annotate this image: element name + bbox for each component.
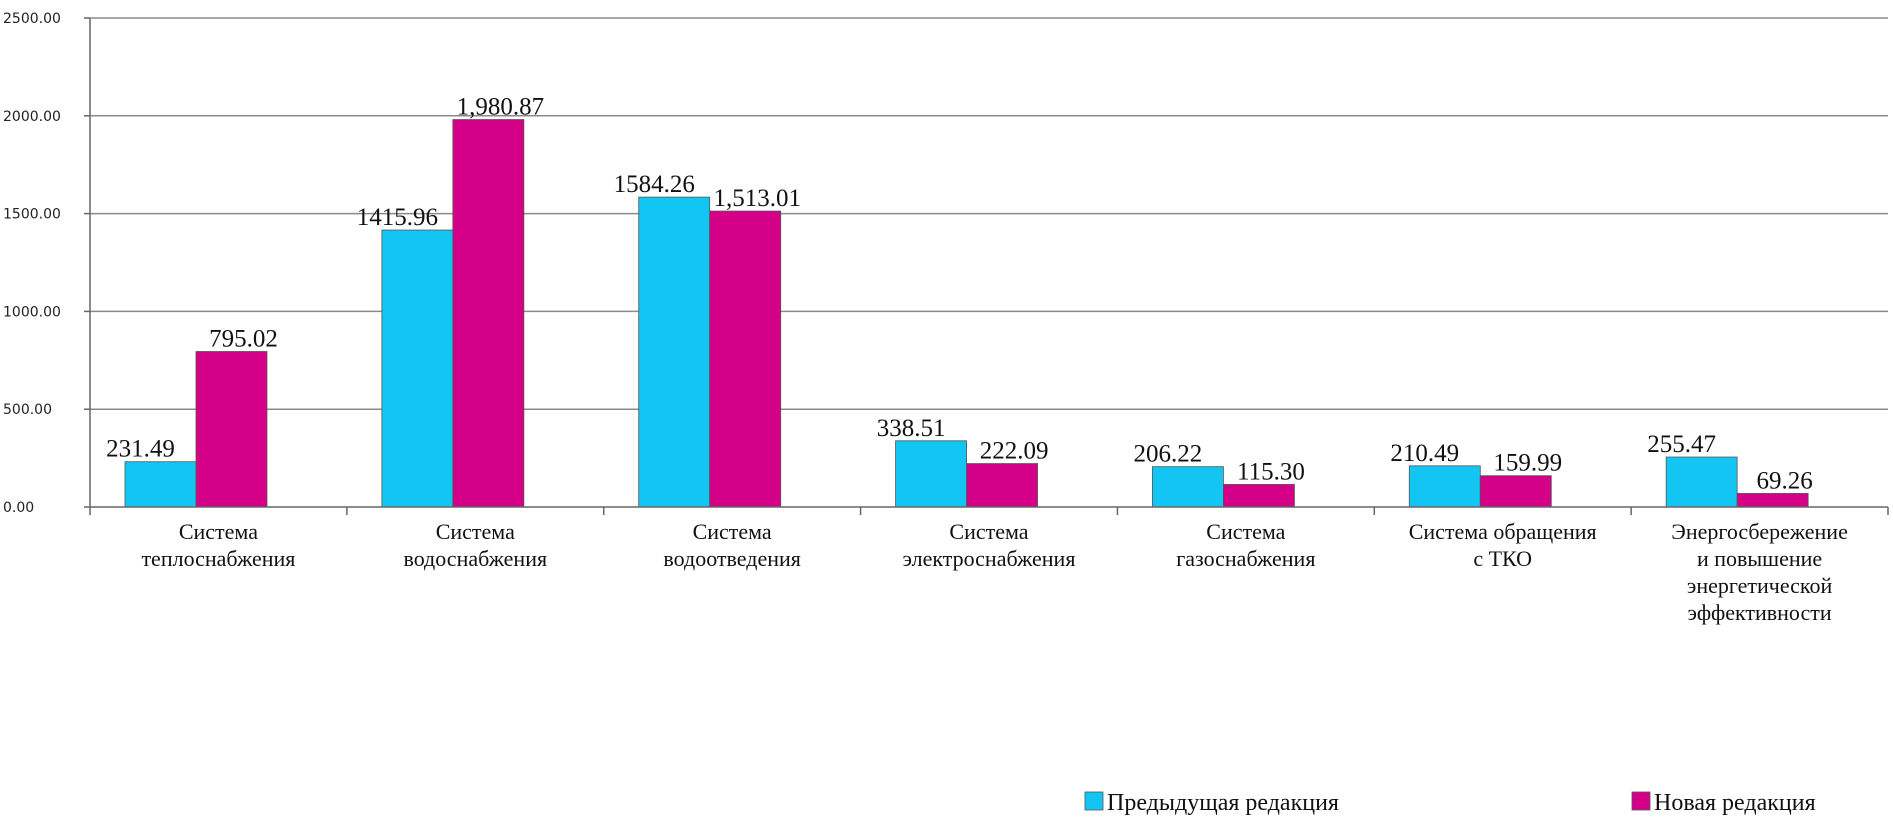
data-label: 222.09 <box>980 438 1049 465</box>
y-tick-label: 1000.00 <box>3 304 61 320</box>
data-label: 255.47 <box>1647 431 1716 458</box>
bar-previous <box>1665 456 1738 508</box>
category-label: Система водоотведения <box>663 519 800 571</box>
bar-new <box>1479 475 1552 508</box>
bars <box>124 119 1809 508</box>
category-label: Система газоснабжения <box>1176 519 1315 571</box>
bar-previous <box>124 461 197 508</box>
x-axis: Система теплоснабжения Система водоснабжени… <box>89 506 1889 625</box>
y-tick-label: 2500.00 <box>3 11 61 27</box>
y-tick-label: 500.00 <box>3 402 52 418</box>
bar-new <box>709 210 782 508</box>
legend-label: Предыдущая редакция <box>1107 790 1339 816</box>
category-label: Система теплоснабжения <box>141 519 295 571</box>
y-tick-label: 1500.00 <box>3 207 61 223</box>
bar-previous <box>381 229 454 508</box>
legend-swatch <box>1631 791 1651 811</box>
data-label: 1415.96 <box>357 204 438 231</box>
data-label: 210.49 <box>1390 440 1459 467</box>
y-tick-label: 0.00 <box>3 500 34 516</box>
category-label: Система обращения с ТКО <box>1409 519 1597 571</box>
bar-previous <box>1152 466 1224 508</box>
category-label: Энергосбережение и повышение энергетическо… <box>1671 519 1848 625</box>
bar-new <box>452 119 525 508</box>
data-label: 206.22 <box>1134 441 1203 468</box>
data-label: 338.51 <box>877 415 946 442</box>
bar-previous <box>895 440 967 508</box>
data-label: 1,513.01 <box>713 185 801 212</box>
data-label: 795.02 <box>209 325 278 352</box>
bar-new <box>966 463 1038 508</box>
data-label: 69.26 <box>1757 467 1813 494</box>
legend: Предыдущая редакция Новая редакция <box>1084 790 1816 816</box>
legend-label: Новая редакция <box>1654 790 1816 816</box>
data-label: 159.99 <box>1493 450 1562 477</box>
y-tick-label: 2000.00 <box>3 109 61 125</box>
bar-new <box>195 351 268 508</box>
data-label: 231.49 <box>106 436 175 463</box>
bar-previous <box>638 196 711 508</box>
data-label: 1584.26 <box>614 171 695 198</box>
legend-swatch <box>1084 791 1104 811</box>
bar-new <box>1736 493 1809 508</box>
data-label: 1,980.87 <box>457 94 545 121</box>
bar-previous <box>1408 465 1481 508</box>
category-label: Система водоснабжения <box>403 519 547 571</box>
bar-new <box>1223 484 1295 508</box>
data-labels: 231.49 1415.96 1584.26 338.51 206.22 210.49 25… <box>106 94 1813 495</box>
y-axis: 0.00 500.00 1000.00 1500.00 2000.00 2500.00 <box>3 11 91 516</box>
category-label: Система электроснабжения <box>903 519 1076 571</box>
data-label: 115.30 <box>1237 458 1305 485</box>
